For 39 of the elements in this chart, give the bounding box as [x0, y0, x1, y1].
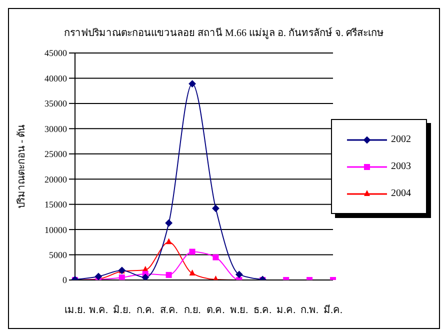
point	[236, 270, 243, 278]
y-tick-label: 15000	[44, 200, 68, 210]
point	[189, 269, 196, 276]
y-tick-label: 20000	[44, 174, 68, 184]
x-tick-label: ต.ค.	[206, 305, 225, 316]
y-tick-label: 35000	[44, 98, 68, 109]
point	[212, 254, 219, 260]
x-tick-label: พ.ค.	[88, 305, 108, 316]
point	[165, 220, 172, 226]
point	[166, 238, 172, 244]
legend-label: 2004	[391, 188, 411, 199]
point	[166, 272, 172, 278]
point	[189, 248, 196, 255]
legend-label: 2003	[391, 161, 411, 172]
point	[118, 274, 125, 280]
x-tick-label: พ.ย.	[230, 305, 248, 316]
y-tick-label: 40000	[44, 73, 68, 84]
y-tick-label: 45000	[44, 48, 68, 58]
y-tick-label: 25000	[44, 149, 68, 160]
point	[212, 204, 220, 212]
x-tick-label: มี.ค.	[324, 304, 342, 316]
y-axis-title: ปริมาณตะกอน - ตัน	[16, 124, 28, 209]
chart-title: กราฟปริมาณตะกอนแขวนลอย สถานี M.66 แม่มูล อ. กันทรลักษ์ จ. ศรีสะเกษ	[63, 26, 385, 40]
y-tick-label: 5000	[49, 250, 68, 260]
y-tick-label: 0	[62, 275, 68, 286]
point	[188, 80, 196, 88]
x-tick-label: ม.ค.	[276, 305, 296, 316]
x-tick-label: ก.ค.	[136, 305, 154, 316]
legend-label: 2002	[391, 134, 411, 145]
x-tick-label: เม.ย.	[64, 305, 86, 316]
x-tick-label: ธ.ค.	[254, 305, 272, 316]
x-tick-label: มิ.ย.	[112, 305, 131, 316]
x-tick-label: ก.ย.	[184, 305, 201, 316]
point	[94, 272, 102, 280]
x-tick-label: ส.ค.	[160, 305, 178, 316]
point	[142, 274, 149, 280]
y-tick-label: 10000	[44, 224, 68, 235]
y-tick-label: 30000	[44, 124, 68, 134]
x-tick-label: ก.พ.	[300, 305, 319, 316]
